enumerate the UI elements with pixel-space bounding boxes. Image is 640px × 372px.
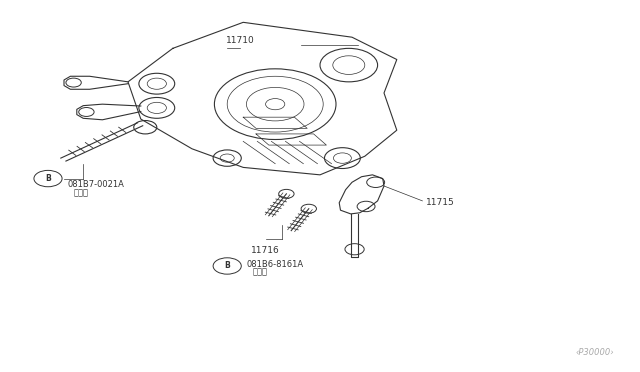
Text: （３）: （３） bbox=[253, 268, 268, 277]
Text: ‹P30000›: ‹P30000› bbox=[576, 348, 614, 357]
Circle shape bbox=[34, 170, 62, 187]
Text: 11715: 11715 bbox=[426, 198, 454, 207]
Text: 11716: 11716 bbox=[252, 246, 280, 254]
Circle shape bbox=[213, 258, 241, 274]
Text: B: B bbox=[225, 262, 230, 270]
Text: 081B7-0021A: 081B7-0021A bbox=[67, 180, 124, 189]
Text: 11710: 11710 bbox=[226, 36, 254, 45]
Text: B: B bbox=[45, 174, 51, 183]
Text: （１）: （１） bbox=[74, 188, 88, 197]
Text: 081B6-8161A: 081B6-8161A bbox=[246, 260, 303, 269]
